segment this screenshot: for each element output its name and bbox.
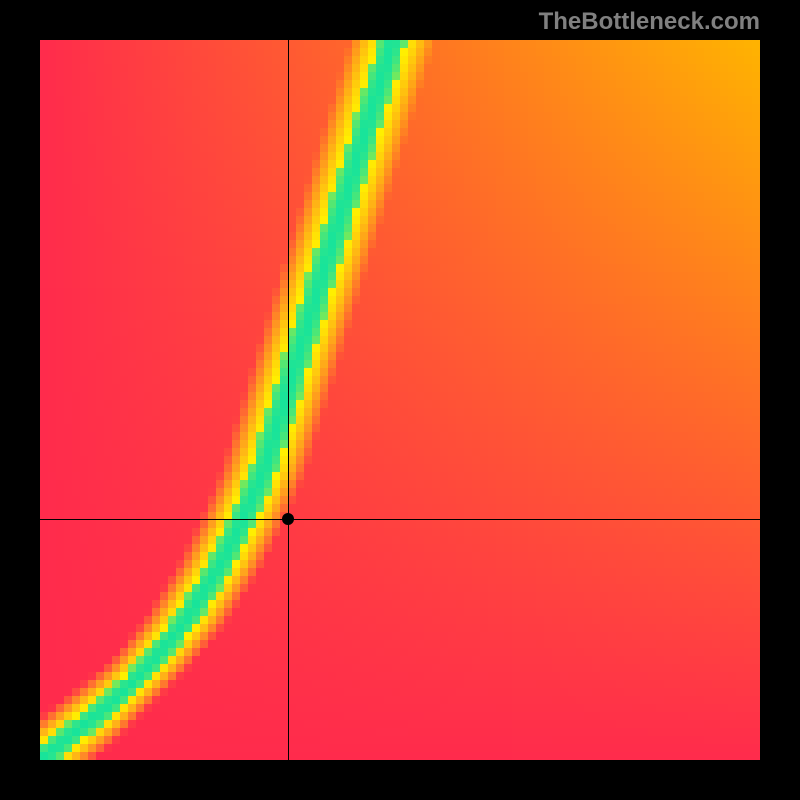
crosshair-vertical — [288, 40, 289, 760]
watermark-text: TheBottleneck.com — [539, 8, 760, 36]
chart-container: TheBottleneck.com — [0, 0, 800, 800]
crosshair-horizontal — [40, 519, 760, 520]
marker-dot — [282, 513, 294, 525]
bottleneck-heatmap — [40, 40, 760, 760]
